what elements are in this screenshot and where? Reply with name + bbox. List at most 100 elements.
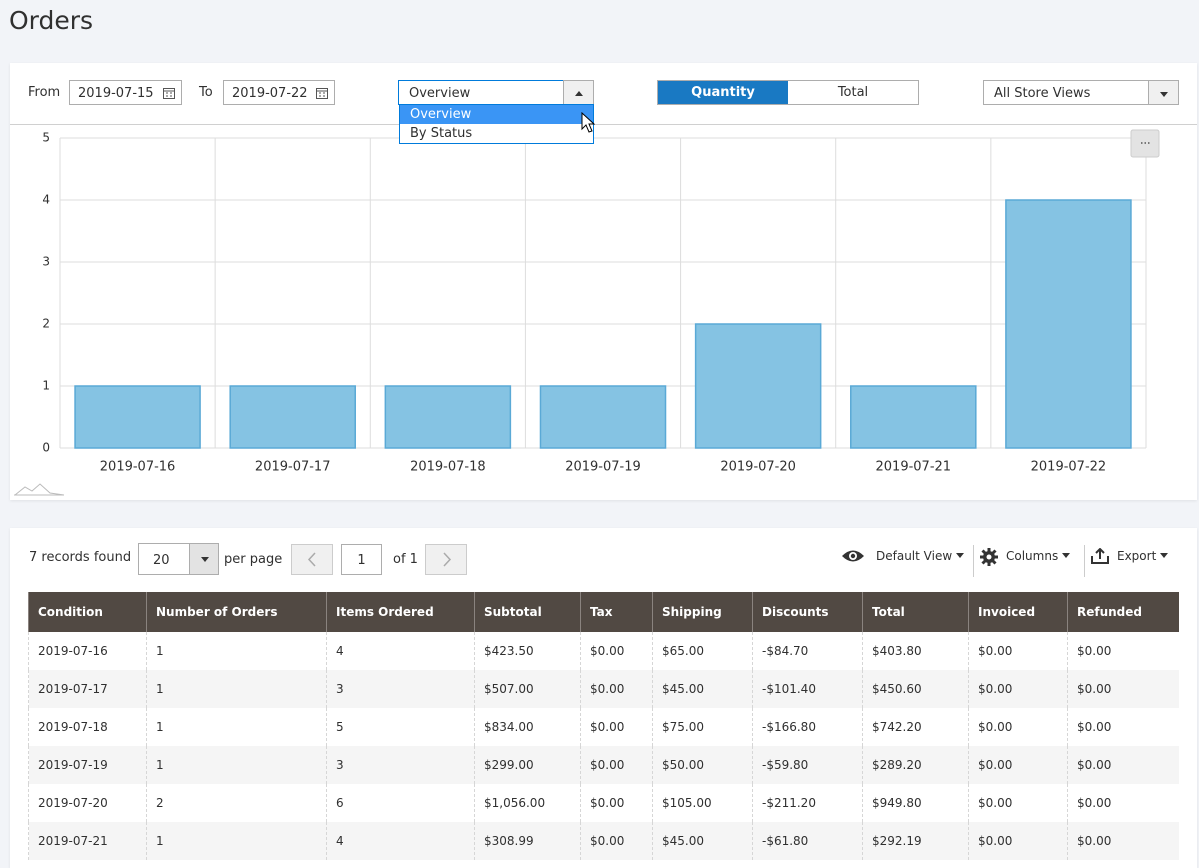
table-cell: $403.80: [862, 632, 969, 670]
table-cell: -$211.20: [752, 784, 863, 822]
x-tick-label: 2019-07-16: [100, 460, 176, 475]
column-header: Total: [862, 592, 969, 632]
table-cell: 2019-07-16: [28, 632, 147, 670]
table-cell: 1: [146, 632, 327, 670]
table-cell: $308.99: [474, 822, 581, 860]
view-label: Default View: [876, 549, 953, 563]
table-cell: $50.00: [652, 746, 753, 784]
per-page-select[interactable]: 20: [138, 543, 219, 575]
records-found: 7 records found: [29, 550, 132, 565]
y-tick-label: 5: [42, 131, 50, 145]
column-header: Shipping: [652, 592, 753, 632]
select-arrow[interactable]: [563, 80, 594, 105]
table-cell: $0.00: [968, 632, 1068, 670]
bar: [384, 385, 512, 449]
x-tick-label: 2019-07-20: [720, 460, 796, 475]
column-header: Invoiced: [968, 592, 1068, 632]
table-cell: 2019-07-17: [28, 670, 147, 708]
table-cell: $742.20: [862, 708, 969, 746]
x-tick-label: 2019-07-17: [255, 460, 331, 475]
table-cell: $0.00: [580, 784, 653, 822]
metric-tab[interactable]: Total: [837, 85, 869, 100]
view-menu[interactable]: Default View: [876, 549, 965, 563]
table-cell: -$59.80: [752, 746, 863, 784]
table-cell: $0.00: [580, 670, 653, 708]
table-cell: $0.00: [968, 708, 1068, 746]
column-header: Refunded: [1067, 592, 1179, 632]
table-cell: -$61.80: [752, 822, 863, 860]
chart-logo: [14, 483, 65, 496]
select-arrow[interactable]: [1148, 80, 1179, 105]
table-cell: $65.00: [652, 632, 753, 670]
table-cell: $0.00: [968, 746, 1068, 784]
period-option[interactable]: By Status: [410, 126, 473, 141]
next-page[interactable]: [425, 544, 467, 575]
to-value: 2019-07-22: [232, 86, 308, 101]
table-cell: $0.00: [968, 822, 1068, 860]
from-label: From: [28, 85, 61, 100]
period-option[interactable]: Overview: [400, 105, 593, 124]
table-cell: 4: [326, 822, 475, 860]
table-cell: $75.00: [652, 708, 753, 746]
table-cell: $0.00: [580, 708, 653, 746]
columns-menu[interactable]: Columns: [1006, 550, 1071, 562]
table-cell: 2019-07-19: [28, 746, 147, 784]
bar: [229, 385, 356, 449]
column-header: Discounts: [752, 592, 863, 632]
y-tick-label: 0: [42, 441, 50, 455]
table-cell: 4: [326, 632, 475, 670]
to-label: To: [199, 85, 213, 100]
export-menu[interactable]: Export: [1117, 550, 1169, 562]
table-cell: $0.00: [1067, 670, 1179, 708]
table-cell: $0.00: [1067, 746, 1179, 784]
table-cell: 1: [146, 822, 327, 860]
x-tick-label: 2019-07-19: [565, 460, 641, 475]
table-cell: 1: [146, 670, 327, 708]
chart: 0 1 2 3 4 5 2019-07-16 2019-07-17 2019-07-18 2019…: [14, 129, 1160, 496]
column-header: Condition: [28, 592, 147, 632]
y-tick-label: 3: [42, 255, 50, 269]
bar: [539, 385, 667, 449]
table-cell: 5: [326, 708, 475, 746]
table-cell: 6: [326, 784, 475, 822]
table-cell: $507.00: [474, 670, 581, 708]
table-cell: -$101.40: [752, 670, 863, 708]
page-title: Orders: [9, 6, 94, 35]
page-input[interactable]: 1: [341, 544, 382, 575]
bar: [74, 385, 201, 449]
store-value: All Store Views: [994, 86, 1091, 101]
to-input[interactable]: 2019-07-22: [223, 80, 335, 105]
y-tick-label: 1: [42, 379, 50, 393]
prev-page[interactable]: [291, 544, 333, 575]
table-row: 2019-07-20 2 6 $1,056.00 $0.00 $105.00 -$211.2…: [28, 784, 1179, 822]
per-page-label: per page: [224, 552, 283, 567]
metric-tab-active[interactable]: Quantity: [658, 81, 788, 104]
column-header: Items Ordered: [326, 592, 475, 632]
table-cell: $949.80: [862, 784, 969, 822]
eye-icon: [842, 550, 864, 562]
table-cell: -$166.80: [752, 708, 863, 746]
gear-icon: [980, 548, 998, 566]
table-cell: $0.00: [1067, 632, 1179, 670]
page-total: of 1: [393, 552, 418, 567]
store-select[interactable]: All Store Views: [983, 80, 1179, 105]
calendar-icon[interactable]: [316, 87, 328, 99]
bar: [1005, 199, 1132, 449]
select-arrow[interactable]: [189, 543, 219, 575]
table-cell: $450.60: [862, 670, 969, 708]
period-select[interactable]: Overview: [398, 80, 594, 105]
from-input[interactable]: 2019-07-15: [69, 80, 182, 105]
export-icon: [1091, 548, 1109, 564]
calendar-icon[interactable]: [163, 87, 175, 99]
orders-table: Condition Number of Orders Items Ordered Su…: [28, 592, 1179, 860]
x-tick-label: 2019-07-21: [876, 460, 952, 475]
table-cell: 1: [146, 708, 327, 746]
table-cell: 2019-07-20: [28, 784, 147, 822]
table-cell: 3: [326, 746, 475, 784]
table-cell: $0.00: [1067, 822, 1179, 860]
y-tick-label: 2: [42, 317, 50, 331]
table-cell: $105.00: [652, 784, 753, 822]
table-row: 2019-07-16 1 4 $423.50 $0.00 $65.00 -$84.70 $40…: [28, 632, 1179, 670]
separator: [1084, 545, 1085, 577]
table-cell: $0.00: [968, 670, 1068, 708]
